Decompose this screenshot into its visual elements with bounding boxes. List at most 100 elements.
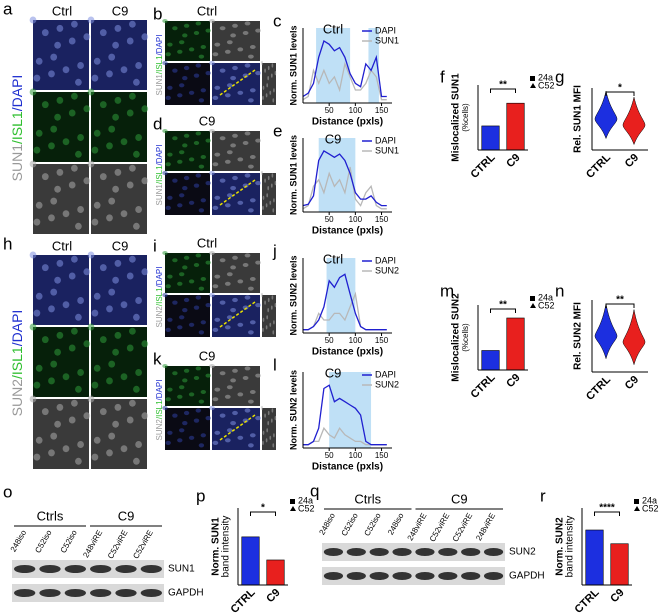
blot-band xyxy=(39,589,61,597)
cell xyxy=(114,168,122,176)
x-tick-label: CTRL xyxy=(584,373,613,402)
cell xyxy=(41,336,49,344)
cell xyxy=(195,173,201,178)
cell xyxy=(114,96,122,104)
cell xyxy=(106,70,113,78)
legend-marker xyxy=(530,76,535,81)
cell xyxy=(205,28,211,33)
significance: * xyxy=(618,83,622,94)
cell xyxy=(99,408,107,416)
stain-part: /DAPI xyxy=(155,35,164,56)
blot-band xyxy=(483,548,504,556)
x-axis-label: Distance (pxls) xyxy=(312,226,383,237)
legend-marker xyxy=(530,83,536,88)
profile-line xyxy=(219,179,256,206)
cell xyxy=(232,133,238,138)
cell xyxy=(177,325,183,330)
x-tick-label: C9 xyxy=(623,374,641,392)
cell xyxy=(48,214,55,222)
cell xyxy=(83,177,91,185)
blot-band xyxy=(39,565,61,573)
panel-letter: a xyxy=(3,0,13,18)
cell xyxy=(93,436,101,444)
cell xyxy=(62,301,70,309)
stain-label: SUN2/ISL1/DAPI xyxy=(155,380,164,441)
cell xyxy=(35,436,43,444)
cell xyxy=(172,371,178,376)
lane-label: 248viRE xyxy=(406,512,429,543)
x-tick-label: 150 xyxy=(375,106,389,115)
cell xyxy=(214,195,221,200)
cell xyxy=(29,395,37,403)
stain-label: SUN2/ISL1/DAPI xyxy=(9,310,25,417)
cell xyxy=(112,185,119,193)
cell xyxy=(106,214,113,222)
panel-letter: o xyxy=(3,482,12,501)
profile-line xyxy=(219,301,256,328)
cell xyxy=(91,218,99,226)
cell xyxy=(244,63,251,68)
panel-letter: k xyxy=(153,349,162,368)
cell xyxy=(75,385,82,393)
cell xyxy=(135,134,142,141)
cell xyxy=(244,173,251,178)
cell xyxy=(230,308,236,313)
cell xyxy=(91,74,99,82)
cell xyxy=(35,201,43,209)
cell xyxy=(50,53,58,61)
bar xyxy=(506,102,525,151)
bar xyxy=(506,317,525,371)
cell xyxy=(167,430,173,435)
cell xyxy=(188,392,195,397)
cell xyxy=(200,433,206,438)
blot-band xyxy=(438,548,458,556)
cell xyxy=(162,170,168,176)
cell xyxy=(183,255,190,260)
cell xyxy=(126,344,134,352)
cell xyxy=(126,37,134,45)
cell xyxy=(50,197,58,205)
y-axis-label: band intensity xyxy=(221,516,232,578)
cell xyxy=(54,348,61,356)
cell xyxy=(133,78,140,86)
cell xyxy=(179,315,185,320)
profile-line xyxy=(302,40,387,98)
cell xyxy=(182,186,188,191)
legend-label: SUN2 xyxy=(375,265,399,275)
cell xyxy=(198,54,205,59)
cell xyxy=(244,131,251,136)
cell xyxy=(48,305,55,313)
cell xyxy=(188,200,195,205)
cell xyxy=(126,272,134,280)
cell xyxy=(214,387,221,392)
cell xyxy=(112,276,119,284)
significance-bracket xyxy=(490,308,516,313)
cell xyxy=(172,136,178,141)
cell xyxy=(273,433,275,438)
cell xyxy=(193,305,200,310)
cell xyxy=(71,20,78,28)
cell xyxy=(99,336,107,344)
y-axis-label: Rel. SUN2 MFI xyxy=(573,302,584,370)
cell xyxy=(224,438,231,443)
cell xyxy=(271,295,274,300)
blot-band xyxy=(346,572,366,580)
cell xyxy=(272,208,275,213)
cell xyxy=(135,62,142,69)
cell xyxy=(179,150,185,155)
panel-letter: l xyxy=(273,355,277,374)
cell xyxy=(48,142,55,150)
cell xyxy=(71,255,78,263)
y-axis-label: Mislocalized SUN2 xyxy=(451,293,462,382)
legend-label: DAPI xyxy=(375,255,396,265)
cell xyxy=(230,143,236,148)
cell xyxy=(262,95,264,100)
legend-label: DAPI xyxy=(375,369,396,379)
cell xyxy=(212,205,219,210)
cell xyxy=(141,412,149,420)
cell xyxy=(265,325,268,330)
cell xyxy=(226,40,233,45)
y-axis-label: Norm. SUN2 levels xyxy=(288,255,298,335)
significance-bracket xyxy=(605,303,635,308)
cell xyxy=(232,65,238,71)
